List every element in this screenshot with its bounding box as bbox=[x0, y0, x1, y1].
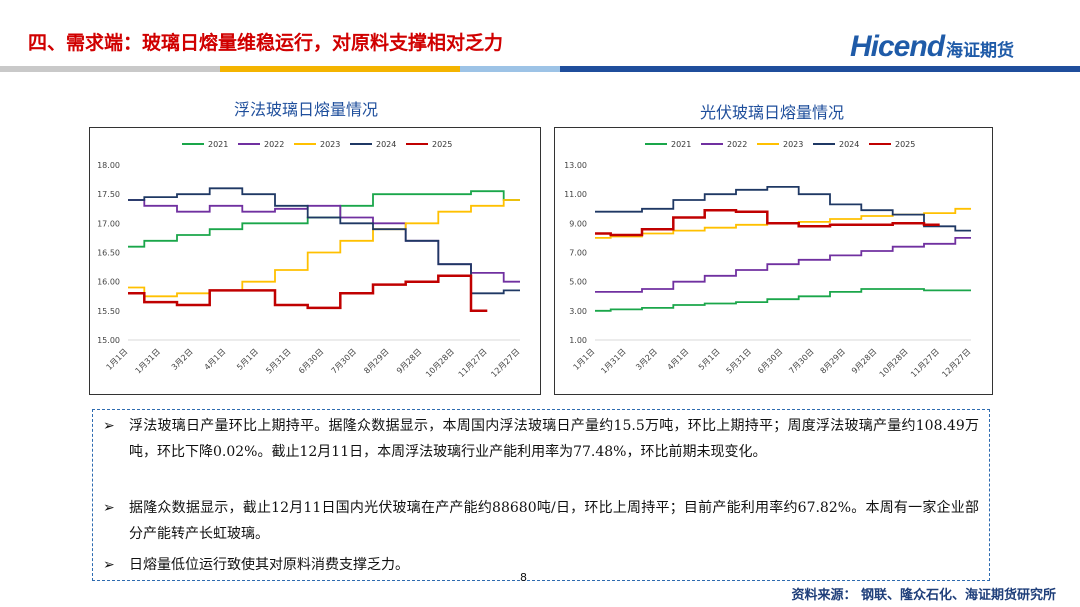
x-tick-label: 7月30日 bbox=[330, 347, 358, 375]
x-tick-label: 6月30日 bbox=[297, 347, 325, 375]
x-tick-label: 10月28日 bbox=[878, 347, 910, 379]
y-tick-label: 13.00 bbox=[564, 161, 587, 170]
x-tick-label: 6月30日 bbox=[756, 347, 784, 375]
x-tick-label: 5月31日 bbox=[264, 347, 292, 375]
x-tick-label: 10月28日 bbox=[424, 347, 456, 379]
x-tick-label: 1月1日 bbox=[105, 347, 130, 372]
bullet-1: ➢ 浮法玻璃日产量环比上期持平。据隆众数据显示，本周国内浮法玻璃日产量约15.5… bbox=[103, 413, 979, 465]
x-tick-label: 1月31日 bbox=[134, 347, 162, 375]
series-line-2024 bbox=[128, 187, 520, 295]
header-band-yellow bbox=[220, 66, 460, 72]
bullet-3-text: 日熔量低位运行致使其对原料消费支撑乏力。 bbox=[129, 557, 409, 573]
logo-cn-text: 海证期货 bbox=[946, 41, 1015, 61]
chart-pv-svg: 2021 2022 2023 2024 2025 13.00 11.00 9.00 7.00 5.… bbox=[564, 140, 972, 379]
y-tick-label: 18.00 bbox=[97, 161, 120, 170]
bullet-arrow-icon: ➢ bbox=[103, 418, 115, 434]
x-tick-label: 8月29日 bbox=[362, 347, 390, 375]
y-tick-label: 9.00 bbox=[569, 219, 587, 228]
x-tick-label: 5月1日 bbox=[235, 347, 260, 372]
legend-label-2021: 2021 bbox=[208, 140, 228, 149]
bullet-3: ➢ 日熔量低位运行致使其对原料消费支撑乏力。 bbox=[103, 552, 979, 578]
y-tick-label: 17.50 bbox=[97, 190, 120, 199]
page-number: 8 bbox=[520, 571, 527, 584]
y-tick-label: 16.50 bbox=[97, 249, 120, 258]
y-tick-label: 17.00 bbox=[97, 219, 120, 228]
x-tick-label: 12月27日 bbox=[489, 347, 521, 379]
company-logo: Hicend 海证期货 bbox=[850, 30, 1014, 64]
x-tick-label: 7月30日 bbox=[787, 347, 815, 375]
header-band-lightblue bbox=[460, 66, 560, 72]
chart-title-float: 浮法玻璃日熔量情况 bbox=[234, 100, 379, 119]
chart-float: 2021 2022 2023 2024 2025 18.00 17.50 17.00 16.50… bbox=[89, 127, 541, 395]
x-tick-label: 5月1日 bbox=[697, 347, 722, 372]
x-tick-label: 11月27日 bbox=[457, 347, 489, 379]
bullet-arrow-icon: ➢ bbox=[103, 557, 115, 573]
x-tick-label: 11月27日 bbox=[909, 347, 941, 379]
x-tick-label: 9月28日 bbox=[395, 347, 423, 375]
y-tick-label: 15.00 bbox=[97, 336, 120, 345]
x-tick-label: 5月31日 bbox=[725, 347, 753, 375]
series-line-2021 bbox=[595, 288, 971, 312]
bullet-arrow-icon: ➢ bbox=[103, 500, 115, 516]
chart-float-svg: 2021 2022 2023 2024 2025 18.00 17.50 17.00 16.50… bbox=[97, 140, 521, 379]
x-tick-label: 4月1日 bbox=[666, 347, 691, 372]
legend-label-2022: 2022 bbox=[727, 140, 747, 149]
series-line-2021 bbox=[128, 190, 520, 248]
y-tick-label: 11.00 bbox=[564, 190, 587, 199]
logo-text: Hicend bbox=[850, 30, 945, 63]
chart-pv: 2021 2022 2023 2024 2025 13.00 11.00 9.00 7.00 5.… bbox=[554, 127, 993, 395]
x-tick-label: 1月1日 bbox=[572, 347, 597, 372]
header-band-blue bbox=[560, 66, 1080, 72]
legend-label-2024: 2024 bbox=[839, 140, 859, 149]
source-note: 资料来源： 钢联、隆众石化、海证期货研究所 bbox=[791, 588, 1056, 603]
y-tick-label: 16.00 bbox=[97, 278, 120, 287]
x-tick-label: 1月31日 bbox=[599, 347, 627, 375]
legend-label-2021: 2021 bbox=[671, 140, 691, 149]
y-tick-label: 15.50 bbox=[97, 307, 120, 316]
x-tick-label: 9月28日 bbox=[850, 347, 878, 375]
y-tick-label: 1.00 bbox=[569, 336, 587, 345]
y-tick-label: 5.00 bbox=[569, 278, 587, 287]
legend-label-2022: 2022 bbox=[264, 140, 284, 149]
y-tick-label: 7.00 bbox=[569, 249, 587, 258]
chart-title-pv: 光伏玻璃日熔量情况 bbox=[700, 103, 845, 122]
x-tick-label: 8月29日 bbox=[819, 347, 847, 375]
header-band-grey bbox=[0, 66, 220, 72]
series-line-2025 bbox=[595, 208, 940, 237]
x-tick-label: 3月2日 bbox=[170, 347, 195, 372]
x-tick-label: 3月2日 bbox=[634, 347, 659, 372]
legend-label-2023: 2023 bbox=[783, 140, 803, 149]
series-line-2025 bbox=[128, 274, 488, 313]
legend-label-2025: 2025 bbox=[432, 140, 452, 149]
series-line-2024 bbox=[595, 186, 971, 232]
summary-box: ➢ 浮法玻璃日产量环比上期持平。据隆众数据显示，本周国内浮法玻璃日产量约15.5… bbox=[92, 409, 990, 581]
y-tick-label: 3.00 bbox=[569, 307, 587, 316]
x-tick-label: 4月1日 bbox=[203, 347, 228, 372]
page-title: 四、需求端：玻璃日熔量维稳运行，对原料支撑相对乏力 bbox=[28, 32, 504, 54]
bullet-2-text: 据隆众数据显示，截止12月11日国内光伏玻璃在产产能约88680吨/日，环比上周… bbox=[129, 500, 979, 542]
bullet-2: ➢ 据隆众数据显示，截止12月11日国内光伏玻璃在产产能约88680吨/日，环比… bbox=[103, 495, 979, 547]
legend-label-2025: 2025 bbox=[895, 140, 915, 149]
legend-label-2024: 2024 bbox=[376, 140, 396, 149]
x-tick-label: 12月27日 bbox=[940, 347, 972, 379]
series-line-2023 bbox=[128, 199, 520, 298]
legend-label-2023: 2023 bbox=[320, 140, 340, 149]
bullet-1-text: 浮法玻璃日产量环比上期持平。据隆众数据显示，本周国内浮法玻璃日产量约15.5万吨… bbox=[129, 418, 979, 460]
series-line-2022 bbox=[595, 237, 971, 293]
